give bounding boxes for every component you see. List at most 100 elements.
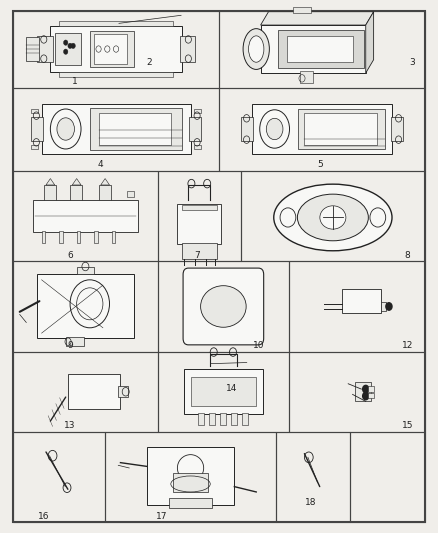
- Bar: [26, 37, 39, 61]
- Text: 6: 6: [67, 251, 73, 260]
- Bar: [304, 113, 377, 145]
- Polygon shape: [46, 179, 55, 185]
- Bar: [189, 117, 201, 141]
- Circle shape: [64, 40, 68, 45]
- FancyBboxPatch shape: [183, 268, 264, 345]
- Ellipse shape: [274, 184, 392, 251]
- Bar: [33, 200, 138, 232]
- Bar: [77, 231, 80, 243]
- Bar: [94, 34, 127, 63]
- Bar: [90, 108, 182, 150]
- Bar: [13, 261, 158, 352]
- Polygon shape: [366, 12, 374, 73]
- Bar: [177, 204, 221, 244]
- Text: 17: 17: [156, 512, 168, 521]
- Bar: [198, 414, 204, 425]
- Bar: [55, 33, 81, 65]
- Bar: [194, 109, 201, 113]
- Bar: [112, 231, 115, 243]
- Ellipse shape: [260, 110, 290, 148]
- Bar: [158, 352, 289, 432]
- Bar: [180, 36, 195, 62]
- Bar: [13, 11, 219, 88]
- Text: 4: 4: [98, 160, 103, 169]
- Circle shape: [363, 385, 369, 393]
- Text: 12: 12: [402, 341, 413, 350]
- Bar: [44, 185, 56, 200]
- Bar: [278, 30, 364, 68]
- Text: 15: 15: [402, 421, 413, 430]
- Bar: [289, 352, 425, 432]
- Bar: [298, 109, 385, 149]
- Ellipse shape: [320, 206, 346, 229]
- Text: 18: 18: [305, 498, 317, 507]
- Bar: [158, 171, 241, 261]
- Bar: [59, 21, 173, 26]
- Bar: [105, 432, 276, 522]
- Bar: [276, 432, 350, 522]
- Bar: [219, 88, 425, 171]
- Text: 16: 16: [38, 512, 49, 521]
- Ellipse shape: [201, 286, 246, 327]
- Circle shape: [386, 303, 392, 310]
- Ellipse shape: [50, 109, 81, 149]
- Bar: [350, 432, 425, 522]
- Text: 14: 14: [226, 384, 238, 393]
- Bar: [194, 145, 201, 149]
- Bar: [66, 337, 84, 346]
- Bar: [13, 432, 105, 522]
- Bar: [42, 103, 191, 155]
- Bar: [99, 185, 111, 200]
- Bar: [42, 231, 45, 243]
- Text: 10: 10: [253, 341, 264, 350]
- Circle shape: [363, 392, 369, 400]
- Ellipse shape: [266, 118, 283, 140]
- Ellipse shape: [297, 194, 368, 241]
- Bar: [99, 114, 171, 144]
- Text: 8: 8: [404, 251, 410, 260]
- Bar: [68, 374, 120, 409]
- Ellipse shape: [248, 36, 264, 62]
- Text: 13: 13: [64, 421, 76, 430]
- Bar: [59, 71, 173, 77]
- Bar: [77, 266, 94, 274]
- Bar: [209, 414, 215, 425]
- Bar: [391, 117, 403, 141]
- Bar: [368, 386, 374, 392]
- Bar: [241, 117, 253, 141]
- Bar: [94, 231, 98, 243]
- Circle shape: [64, 49, 68, 54]
- Polygon shape: [72, 179, 81, 185]
- Bar: [220, 414, 226, 425]
- Bar: [261, 25, 366, 73]
- Bar: [182, 205, 217, 211]
- Bar: [31, 109, 38, 113]
- Text: 1: 1: [71, 77, 78, 86]
- Bar: [173, 473, 208, 492]
- Bar: [293, 7, 311, 13]
- Polygon shape: [261, 12, 374, 25]
- Bar: [13, 88, 219, 171]
- Ellipse shape: [243, 29, 269, 69]
- Bar: [13, 171, 158, 261]
- Bar: [90, 30, 134, 67]
- Bar: [300, 71, 313, 83]
- Bar: [147, 447, 234, 505]
- Bar: [242, 414, 248, 425]
- Bar: [342, 289, 381, 313]
- Bar: [381, 302, 386, 311]
- Bar: [31, 117, 43, 141]
- Bar: [182, 243, 217, 259]
- Ellipse shape: [57, 118, 74, 140]
- Text: 3: 3: [409, 58, 415, 67]
- Circle shape: [71, 43, 75, 49]
- Bar: [241, 171, 425, 261]
- Polygon shape: [101, 179, 110, 185]
- Bar: [219, 11, 425, 88]
- Bar: [31, 145, 38, 149]
- Bar: [13, 352, 158, 432]
- Bar: [355, 382, 371, 401]
- Bar: [287, 36, 353, 62]
- Text: 2: 2: [146, 58, 152, 67]
- Bar: [252, 104, 392, 154]
